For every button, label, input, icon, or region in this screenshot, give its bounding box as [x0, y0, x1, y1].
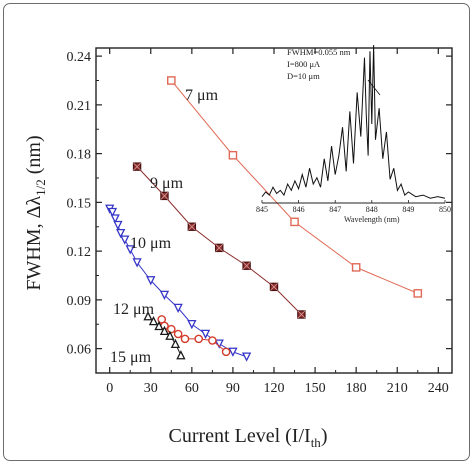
series-layer	[105, 76, 423, 362]
series-label: 12 μm	[113, 301, 155, 318]
series-label: 10 μm	[130, 235, 172, 252]
tick-layer: 0 30 60 90 120 150 180 210 240 0.06 0.09 0.12 0.15 0.…	[67, 48, 452, 396]
data-point	[208, 336, 217, 345]
data-point	[290, 217, 299, 227]
data-point	[269, 282, 279, 292]
data-point	[125, 245, 135, 255]
inset-spectrum-line	[261, 44, 446, 199]
series-label: 7 μm	[185, 87, 219, 104]
data-point	[228, 347, 238, 357]
data-point-cross	[270, 282, 278, 291]
y-tick-label: 0.12	[67, 245, 92, 260]
data-point	[215, 243, 224, 253]
data-point	[113, 220, 123, 231]
data-point	[167, 76, 176, 85]
data-point	[351, 263, 361, 272]
data-point	[143, 311, 153, 321]
series-label-layer: 7 μm 9 μm 10 μm 12 μm 15 μm	[110, 87, 219, 366]
y-axis-title-subscript: 1/2	[33, 179, 48, 196]
inset-tick-label: 850	[439, 205, 451, 214]
data-point-cross	[160, 191, 169, 200]
data-point-cross	[187, 222, 196, 231]
x-tick-label: 120	[264, 381, 285, 396]
data-point	[170, 338, 181, 349]
x-tick-label: 180	[346, 381, 367, 396]
x-tick-label: 240	[428, 381, 449, 396]
x-tick-label: 150	[305, 381, 326, 396]
data-point	[173, 303, 183, 314]
x-axis-title: Current Level (I/Ith)	[169, 425, 328, 450]
data-point	[148, 315, 159, 326]
data-point	[297, 310, 306, 319]
data-point	[120, 235, 130, 245]
y-tick-label: 0.06	[67, 343, 92, 358]
data-point-cross	[297, 310, 306, 319]
series-10-m	[105, 204, 252, 362]
data-point	[176, 350, 186, 360]
data-point	[132, 258, 142, 268]
y-tick-label: 0.15	[67, 196, 92, 211]
data-point	[214, 339, 224, 349]
series-7-m	[167, 76, 423, 298]
data-point	[413, 289, 423, 298]
x-axis-title-subscript: th	[311, 435, 322, 450]
data-point	[107, 207, 118, 218]
y-axis-title: FWHM, Δλ1/2 (nm)	[23, 135, 48, 290]
data-point	[115, 228, 126, 239]
series-15-m	[143, 311, 186, 360]
data-point-cross	[242, 261, 251, 270]
x-tick-label: 90	[226, 381, 240, 396]
inset-tick-label: 845	[256, 205, 268, 214]
data-point	[200, 329, 211, 340]
data-point-cross	[133, 162, 141, 171]
inset-tick-label: 846	[293, 205, 305, 214]
data-point	[110, 214, 120, 224]
y-tick-label: 0.18	[67, 148, 92, 163]
data-point	[242, 261, 251, 270]
data-point	[159, 290, 170, 301]
y-tick-label: 0.21	[67, 99, 92, 114]
series-label: 9 μm	[150, 175, 184, 192]
inset-annotation-line: FWHM=0.055 nm	[287, 47, 351, 57]
inset-x-axis-title: Wavelength (nm)	[344, 215, 400, 224]
data-point	[173, 329, 183, 339]
x-tick-label: 0	[106, 381, 113, 396]
data-point	[159, 325, 170, 336]
figure-frame	[3, 3, 470, 461]
data-point-cross	[215, 243, 224, 252]
data-point	[187, 222, 197, 231]
inset-tick-label: 847	[329, 205, 341, 214]
inset-annotation-line: D=10 μm	[287, 71, 320, 81]
x-tick-label: 210	[387, 381, 408, 396]
data-point	[228, 150, 238, 160]
series-label: 15 μm	[110, 349, 152, 366]
data-point	[180, 334, 190, 344]
inset-annotation-pointer	[367, 79, 381, 96]
data-point	[187, 319, 197, 330]
x-tick-label: 30	[144, 381, 158, 396]
inset-annotation-line: I=800 μA	[287, 59, 321, 69]
inset-spectrum: 845 846 847 848 849 850 Wavelength (nm) FWHM=0.…	[256, 44, 451, 224]
data-point	[165, 330, 175, 340]
series-9-m	[132, 162, 306, 319]
series-12-m	[157, 315, 231, 357]
data-point	[132, 162, 142, 171]
data-point	[221, 347, 231, 357]
data-point	[167, 324, 176, 334]
inset-tick-label: 849	[402, 205, 414, 214]
data-point	[146, 276, 156, 286]
data-point	[241, 352, 252, 362]
series-line	[170, 80, 418, 294]
y-tick-label: 0.24	[67, 50, 92, 65]
data-point	[194, 334, 203, 344]
x-tick-label: 60	[185, 381, 199, 396]
data-point	[160, 191, 169, 201]
data-point	[154, 320, 164, 331]
inset-tick-label: 848	[366, 205, 378, 214]
y-tick-label: 0.09	[67, 294, 92, 309]
